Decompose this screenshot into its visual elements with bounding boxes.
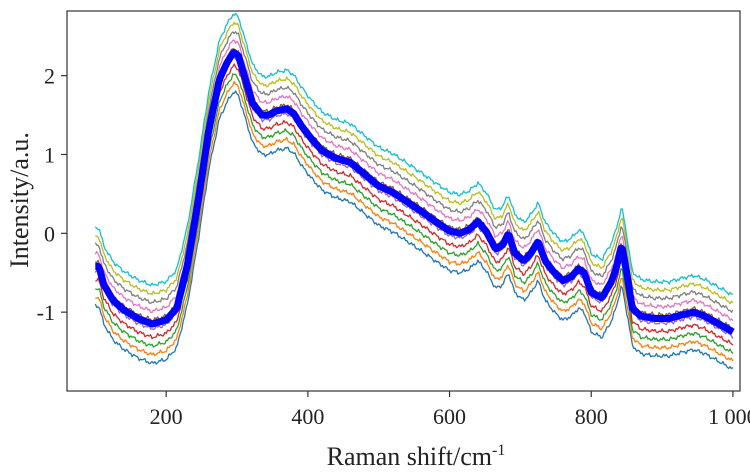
series-line-2 — [95, 80, 734, 362]
series-line-8 — [94, 31, 734, 313]
x-tick-label: 600 — [433, 404, 466, 429]
y-axis-title: Intensity/a.u. — [5, 132, 34, 268]
y-tick-label: 0 — [44, 221, 55, 246]
series-line-11 — [93, 49, 735, 335]
x-tick-label: 400 — [291, 404, 324, 429]
y-axis-ticks: -1 0 1 2 — [37, 64, 67, 325]
series-line-5 — [94, 55, 734, 339]
x-tick-label: 800 — [575, 404, 608, 429]
plot-frame — [66, 10, 741, 392]
y-tick-label: 2 — [44, 64, 55, 89]
x-tick-label: 200 — [150, 404, 183, 429]
x-axis-title-text: Raman shift/cm — [327, 442, 492, 471]
x-axis-ticks: 200 400 600 800 1 000 — [150, 391, 750, 429]
x-axis-title-superscript: -1 — [492, 442, 505, 459]
series-line-1 — [94, 90, 734, 370]
y-tick-label: 1 — [44, 142, 55, 167]
series-layer — [93, 12, 735, 370]
series-line-10 — [94, 12, 734, 296]
x-tick-label: 1 000 — [708, 404, 750, 429]
x-axis-title: Raman shift/cm-1 — [327, 442, 506, 471]
series-line-9 — [95, 21, 734, 305]
y-tick-label: -1 — [37, 300, 55, 325]
